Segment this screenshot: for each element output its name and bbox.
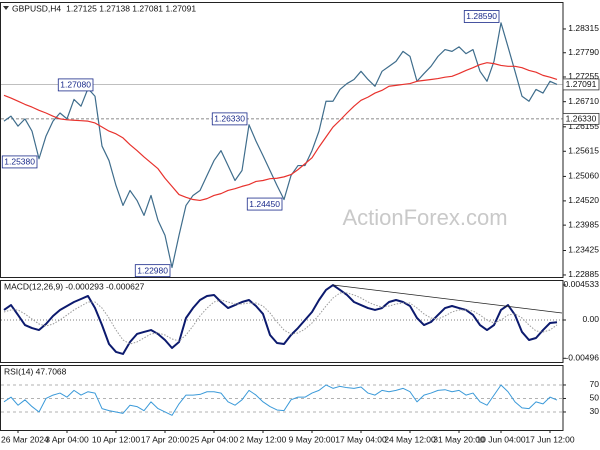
y-tick-label: 1.22885 (568, 269, 599, 279)
trend-line (332, 284, 563, 314)
x-tick-label: 3 Apr 04:00 (45, 434, 89, 444)
level-box (562, 112, 600, 125)
series-line (3, 384, 558, 416)
x-tick-label: 25 Apr 04:00 (190, 434, 238, 444)
y-tick-label: 1.28315 (568, 23, 599, 33)
y-tick-label: 50 (590, 393, 600, 403)
series-line (3, 22, 558, 269)
y-tick-label: 1.23425 (568, 245, 599, 255)
y-tick-label: 0.004533 (564, 279, 600, 289)
series-line (3, 62, 558, 202)
x-tick-label: 9 May 20:00 (289, 434, 336, 444)
annotation-label: 1.25380 (4, 157, 35, 167)
x-tick-label: 2 May 12:00 (240, 434, 287, 444)
annotation-box (246, 197, 283, 211)
panel-frame (0, 2, 564, 278)
annotation-box (134, 264, 171, 278)
panel-frame (0, 365, 564, 431)
annotation-box (57, 78, 94, 92)
annotation-label: 1.28590 (466, 11, 497, 21)
x-tick-label: 17 May 04:00 (335, 434, 387, 444)
x-tick-label: 10 Apr 12:00 (92, 434, 140, 444)
x-tick-label: 17 Apr 20:00 (141, 434, 189, 444)
y-tick-label: 1.26155 (568, 121, 599, 131)
y-tick-label: 1.25060 (568, 171, 599, 181)
annotation-label: 1.24450 (249, 199, 280, 209)
series-line (3, 292, 558, 345)
y-tick-label: 1.27255 (568, 71, 599, 81)
panel-title: GBPUSD,H4 (12, 3, 61, 13)
annotation-label: 1.27080 (60, 80, 91, 90)
x-tick-label: 10 Jun 04:00 (476, 434, 525, 444)
y-tick-label: 1.26710 (568, 96, 599, 106)
symbol-icon (3, 6, 9, 10)
y-tick-label: 1.25615 (568, 146, 599, 156)
annotation-box (463, 10, 500, 23)
level-label: 1.27091 (566, 79, 597, 89)
panel-frame (0, 280, 564, 363)
panel-subtitle: 1.27125 1.27138 1.27081 1.27091 (66, 3, 196, 13)
x-tick-label: 17 Jun 12:00 (525, 434, 574, 444)
annotation-box (211, 112, 248, 126)
x-tick-label: 31 May 20:00 (433, 434, 485, 444)
panel-title: MACD(12,26,9) -0.000293 -0.000627 (4, 281, 145, 291)
annotation-box (1, 155, 38, 169)
x-tick-label: 24 May 12:00 (384, 434, 436, 444)
level-label: 1.26330 (566, 114, 597, 124)
y-tick-label: 70 (590, 379, 600, 389)
y-tick-label: 0.00 (582, 314, 599, 324)
y-tick-label: 30 (590, 406, 600, 416)
y-tick-label: 1.24520 (568, 195, 599, 205)
y-tick-label: -0.00496 (565, 353, 599, 363)
panel-title: RSI(14) 47.7068 (4, 366, 67, 376)
y-tick-label: 1.23985 (568, 219, 599, 229)
y-tick-label: 1.27790 (568, 47, 599, 57)
annotation-label: 1.22980 (137, 265, 168, 275)
level-box (562, 78, 600, 91)
annotation-label: 1.26330 (214, 114, 245, 124)
x-tick-label: 26 Mar 2024 (1, 434, 49, 444)
watermark: ActionForex.com (342, 205, 507, 230)
